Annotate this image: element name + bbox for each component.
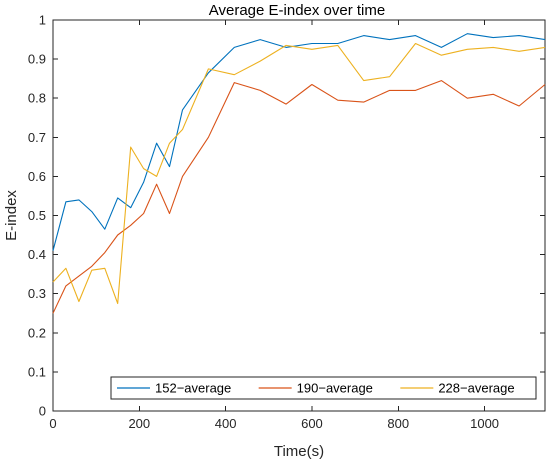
series-layer — [52, 33, 546, 314]
y-tick-label: 1 — [39, 13, 46, 28]
y-tick-label: 0.7 — [28, 130, 46, 145]
y-tick-label: 0.8 — [28, 91, 46, 106]
series-line-3 — [52, 42, 546, 305]
y-tick-label: 0.5 — [28, 208, 46, 223]
series-line-2 — [52, 80, 546, 314]
legend-label-3: 228−average — [438, 381, 514, 396]
series-line-1 — [52, 33, 546, 251]
ticks-layer: 0 200 400 600 800 1000 0 0.1 0.2 0.3 0.4 0.5 0.6 0.7 0… — [28, 13, 545, 431]
plot-area: 0 200 400 600 800 1000 0 0.1 0.2 0.3 0.4 0.5 0.6 0.7 0… — [28, 13, 546, 431]
y-tick-label: 0.1 — [28, 364, 46, 379]
x-tick-label: 400 — [215, 416, 237, 431]
y-tick-label: 0.6 — [28, 169, 46, 184]
y-tick-label: 0.9 — [28, 52, 46, 67]
x-tick-label: 800 — [387, 416, 409, 431]
x-tick-label: 1000 — [470, 416, 499, 431]
legend-box — [110, 376, 537, 400]
x-tick-label: 0 — [49, 416, 56, 431]
x-tick-label: 600 — [301, 416, 323, 431]
y-tick-label: 0 — [39, 404, 46, 419]
legend-label-2: 190−average — [297, 381, 373, 396]
y-tick-label: 0.4 — [28, 247, 46, 262]
x-tick-label: 200 — [128, 416, 150, 431]
y-axis-label: E-index — [3, 190, 20, 241]
axes-box — [52, 19, 546, 412]
x-axis-label: Time(s) — [274, 443, 324, 460]
legend-label-1: 152−average — [155, 381, 231, 396]
legend: 152−average 190−average 228−average — [110, 376, 537, 400]
chart-title: Average E-index over time — [209, 2, 385, 19]
y-tick-label: 0.2 — [28, 325, 46, 340]
y-tick-label: 0.3 — [28, 286, 46, 301]
